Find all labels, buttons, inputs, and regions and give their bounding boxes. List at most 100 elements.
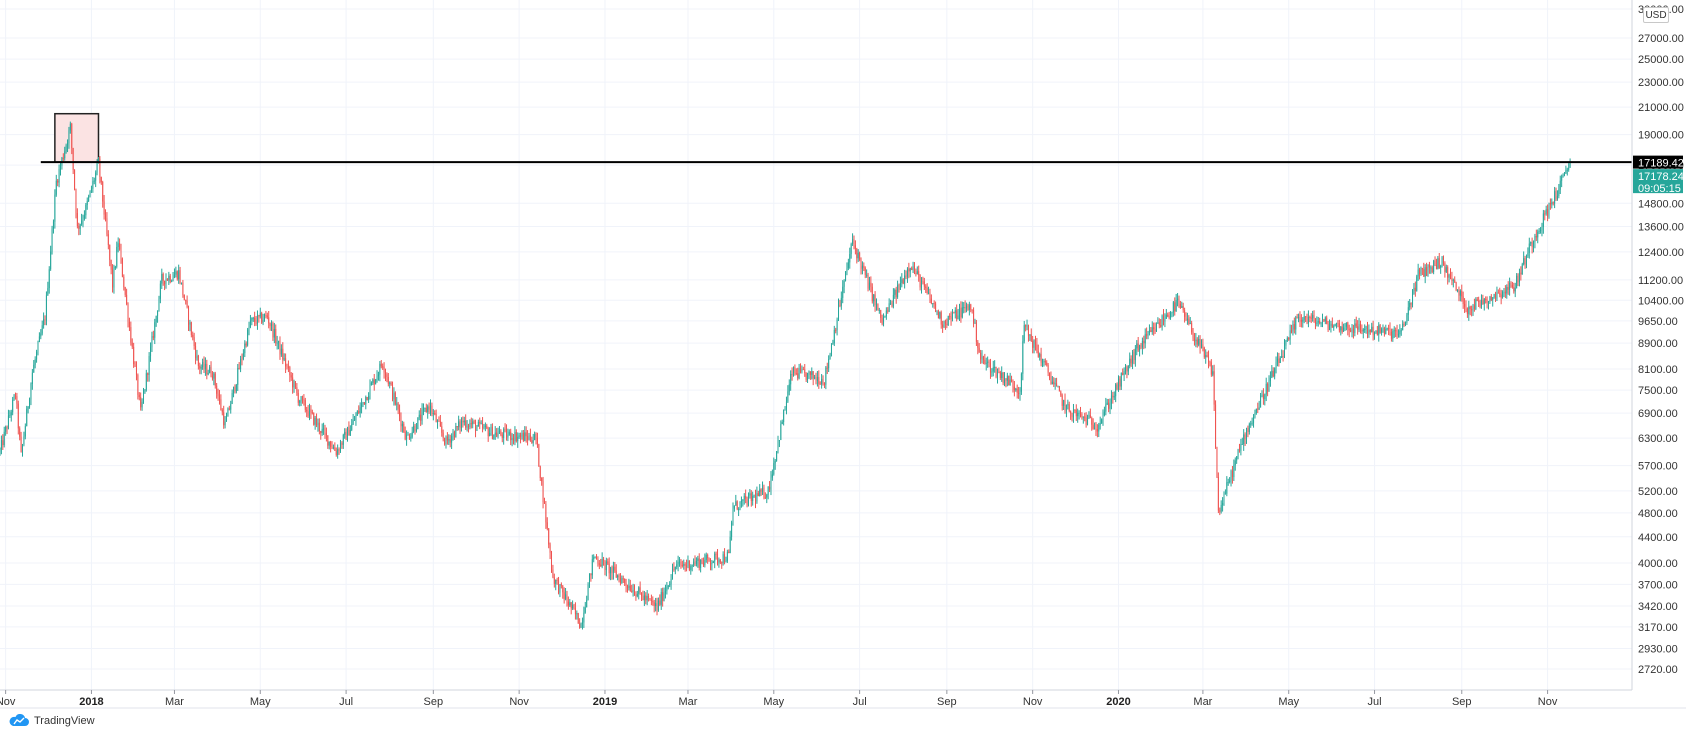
candle-body bbox=[1302, 319, 1304, 322]
candle bbox=[82, 214, 84, 228]
candle-body bbox=[1396, 330, 1398, 336]
candle bbox=[1020, 372, 1022, 395]
candle bbox=[1305, 316, 1307, 323]
tradingview-logo[interactable]: TradingView bbox=[8, 712, 95, 730]
candle bbox=[1358, 317, 1360, 333]
candle bbox=[875, 298, 877, 311]
candle bbox=[861, 261, 863, 275]
candle bbox=[1151, 321, 1153, 335]
candle bbox=[147, 372, 149, 382]
candle-body bbox=[1205, 355, 1207, 358]
candle bbox=[1291, 324, 1293, 334]
candle-body bbox=[27, 406, 29, 409]
candle-body bbox=[1271, 370, 1273, 378]
candle-body bbox=[1565, 170, 1567, 174]
candle-body bbox=[546, 522, 548, 529]
candle bbox=[1065, 404, 1067, 418]
candle-body bbox=[788, 384, 790, 392]
candle-body bbox=[822, 378, 824, 384]
candle bbox=[581, 617, 583, 630]
candle bbox=[1269, 371, 1271, 387]
candle bbox=[522, 429, 524, 442]
candle bbox=[231, 389, 233, 405]
candle-body bbox=[1486, 299, 1488, 303]
candle-body bbox=[1051, 381, 1053, 385]
candle bbox=[64, 146, 66, 161]
candle-body bbox=[40, 333, 42, 337]
candle bbox=[128, 317, 130, 332]
candle bbox=[892, 288, 894, 309]
candle-body bbox=[573, 605, 575, 609]
candle bbox=[681, 560, 683, 568]
candle bbox=[1027, 324, 1029, 342]
candle-body bbox=[251, 317, 253, 321]
candle-body bbox=[621, 578, 623, 584]
candle bbox=[1458, 286, 1460, 302]
candle-body bbox=[892, 294, 894, 307]
candle bbox=[1528, 237, 1530, 259]
currency-button[interactable]: USD bbox=[1643, 7, 1669, 23]
price-axis-tick-label: 2720.00 bbox=[1638, 664, 1678, 676]
candle-body bbox=[300, 396, 302, 402]
candle-body bbox=[106, 218, 108, 235]
candle-body bbox=[1267, 383, 1269, 392]
candle-body bbox=[1278, 358, 1280, 363]
candle bbox=[1520, 266, 1522, 281]
candle-body bbox=[54, 194, 56, 222]
candle bbox=[455, 422, 457, 438]
candle bbox=[387, 372, 389, 387]
candle bbox=[857, 249, 859, 262]
candle-body bbox=[185, 300, 187, 302]
candle bbox=[161, 268, 163, 289]
candle bbox=[552, 564, 554, 579]
candle-body bbox=[635, 595, 637, 597]
candle-body bbox=[1464, 303, 1466, 307]
candle-body bbox=[711, 563, 713, 565]
candle bbox=[771, 469, 773, 481]
candle bbox=[932, 303, 934, 308]
time-axis-tick-label: Mar bbox=[678, 696, 697, 708]
candle bbox=[393, 387, 395, 406]
candle bbox=[605, 557, 607, 577]
candle-body bbox=[228, 408, 230, 410]
candle-body bbox=[29, 399, 31, 407]
candle bbox=[918, 265, 920, 282]
candle bbox=[252, 316, 254, 322]
candle-body bbox=[1181, 306, 1183, 308]
candle-body bbox=[890, 302, 892, 304]
candle-body bbox=[36, 351, 38, 360]
candle-body bbox=[1569, 162, 1571, 168]
candle bbox=[1015, 387, 1017, 392]
candle bbox=[418, 410, 420, 421]
candle bbox=[919, 274, 921, 291]
candle bbox=[753, 494, 755, 498]
candle-body bbox=[1444, 263, 1446, 272]
candle-body bbox=[1548, 203, 1550, 217]
candle bbox=[303, 394, 305, 406]
candle-body bbox=[1424, 267, 1426, 277]
candle bbox=[365, 395, 367, 410]
candle bbox=[515, 429, 517, 443]
candle bbox=[746, 496, 748, 508]
candle bbox=[867, 272, 869, 292]
candle bbox=[465, 414, 467, 430]
candle bbox=[280, 344, 282, 357]
candle bbox=[0, 447, 1, 456]
candle bbox=[1324, 316, 1326, 325]
candle-body bbox=[1348, 328, 1350, 331]
candle bbox=[1482, 294, 1484, 305]
candle-body bbox=[16, 396, 18, 404]
price-axis-tick-label: 8100.00 bbox=[1638, 364, 1678, 376]
candle bbox=[1174, 297, 1176, 316]
candle-body bbox=[1070, 411, 1072, 414]
candle-body bbox=[311, 412, 313, 414]
candle-body bbox=[1196, 339, 1198, 345]
candle-body bbox=[680, 561, 682, 565]
candle-body bbox=[33, 364, 35, 373]
candle bbox=[757, 490, 759, 497]
candle bbox=[1444, 261, 1446, 278]
candle-body bbox=[100, 176, 102, 182]
candle bbox=[1088, 411, 1090, 420]
candle-body bbox=[785, 401, 787, 409]
